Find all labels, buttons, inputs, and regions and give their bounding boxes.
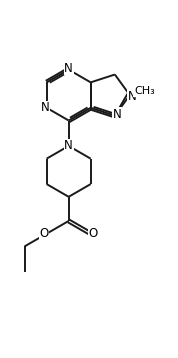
- Text: N: N: [112, 108, 121, 121]
- Text: N: N: [64, 140, 73, 153]
- Text: O: O: [89, 227, 98, 240]
- Text: CH₃: CH₃: [134, 86, 155, 96]
- Text: O: O: [40, 227, 49, 240]
- Text: N: N: [41, 101, 50, 114]
- Text: N: N: [64, 62, 73, 75]
- Text: N: N: [127, 90, 136, 103]
